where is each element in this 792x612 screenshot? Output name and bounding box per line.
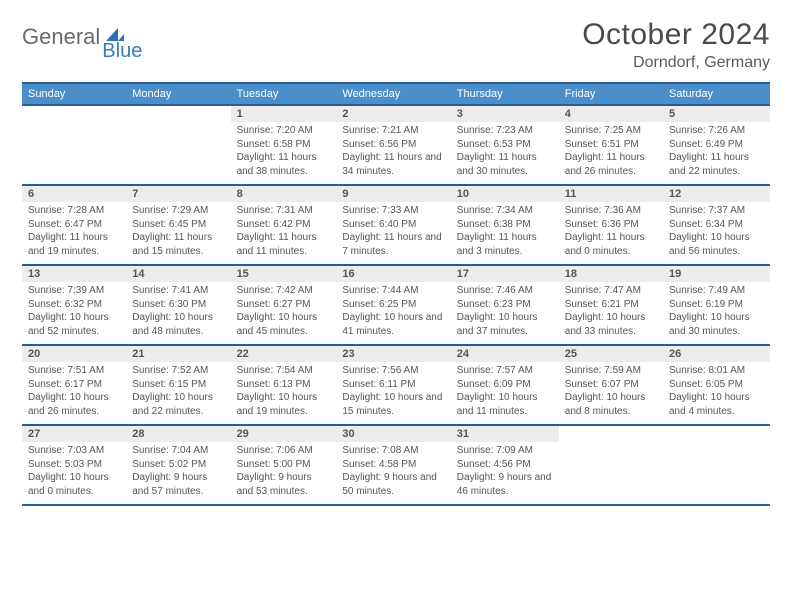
day-data-cell: Sunrise: 7:09 AMSunset: 4:56 PMDaylight:… bbox=[451, 442, 559, 505]
day-data-cell: Sunrise: 7:51 AMSunset: 6:17 PMDaylight:… bbox=[22, 362, 126, 425]
day-data-cell: Sunrise: 7:47 AMSunset: 6:21 PMDaylight:… bbox=[559, 282, 663, 345]
day-number-cell: 7 bbox=[126, 185, 230, 202]
day-header-row: SundayMondayTuesdayWednesdayThursdayFrid… bbox=[22, 83, 770, 105]
day-number-cell: 21 bbox=[126, 345, 230, 362]
day-header: Sunday bbox=[22, 83, 126, 105]
day-data-cell: Sunrise: 7:46 AMSunset: 6:23 PMDaylight:… bbox=[451, 282, 559, 345]
location: Dorndorf, Germany bbox=[582, 54, 770, 72]
day-number-cell: 28 bbox=[126, 425, 230, 442]
day-data-cell: Sunrise: 7:52 AMSunset: 6:15 PMDaylight:… bbox=[126, 362, 230, 425]
day-number-cell: 20 bbox=[22, 345, 126, 362]
day-data-cell: Sunrise: 7:33 AMSunset: 6:40 PMDaylight:… bbox=[336, 202, 450, 265]
day-number-cell: 11 bbox=[559, 185, 663, 202]
week-data-row: Sunrise: 7:28 AMSunset: 6:47 PMDaylight:… bbox=[22, 202, 770, 265]
calendar-table: SundayMondayTuesdayWednesdayThursdayFrid… bbox=[22, 82, 770, 506]
day-number-cell: 19 bbox=[663, 265, 770, 282]
day-data-cell: Sunrise: 7:42 AMSunset: 6:27 PMDaylight:… bbox=[231, 282, 337, 345]
week-number-row: 2728293031 bbox=[22, 425, 770, 442]
day-number-cell: 15 bbox=[231, 265, 337, 282]
day-number-cell: 1 bbox=[231, 105, 337, 122]
day-number-cell: 31 bbox=[451, 425, 559, 442]
day-number-cell bbox=[22, 105, 126, 122]
day-number-cell: 26 bbox=[663, 345, 770, 362]
brand-logo: General Blue bbox=[22, 18, 166, 50]
day-data-cell: Sunrise: 7:25 AMSunset: 6:51 PMDaylight:… bbox=[559, 122, 663, 185]
day-data-cell: Sunrise: 7:56 AMSunset: 6:11 PMDaylight:… bbox=[336, 362, 450, 425]
day-number-cell: 6 bbox=[22, 185, 126, 202]
day-number-cell: 10 bbox=[451, 185, 559, 202]
day-header: Saturday bbox=[663, 83, 770, 105]
day-data-cell bbox=[126, 122, 230, 185]
day-header: Monday bbox=[126, 83, 230, 105]
day-number-cell: 12 bbox=[663, 185, 770, 202]
day-data-cell: Sunrise: 7:41 AMSunset: 6:30 PMDaylight:… bbox=[126, 282, 230, 345]
day-data-cell: Sunrise: 7:21 AMSunset: 6:56 PMDaylight:… bbox=[336, 122, 450, 185]
day-header: Friday bbox=[559, 83, 663, 105]
day-number-cell: 29 bbox=[231, 425, 337, 442]
day-data-cell bbox=[559, 442, 663, 505]
day-data-cell: Sunrise: 7:44 AMSunset: 6:25 PMDaylight:… bbox=[336, 282, 450, 345]
day-number-cell: 3 bbox=[451, 105, 559, 122]
week-number-row: 6789101112 bbox=[22, 185, 770, 202]
day-number-cell: 18 bbox=[559, 265, 663, 282]
day-data-cell bbox=[22, 122, 126, 185]
week-number-row: 12345 bbox=[22, 105, 770, 122]
week-data-row: Sunrise: 7:51 AMSunset: 6:17 PMDaylight:… bbox=[22, 362, 770, 425]
day-number-cell: 25 bbox=[559, 345, 663, 362]
day-header: Tuesday bbox=[231, 83, 337, 105]
day-number-cell: 17 bbox=[451, 265, 559, 282]
day-data-cell: Sunrise: 7:57 AMSunset: 6:09 PMDaylight:… bbox=[451, 362, 559, 425]
day-data-cell: Sunrise: 7:20 AMSunset: 6:58 PMDaylight:… bbox=[231, 122, 337, 185]
day-data-cell: Sunrise: 7:59 AMSunset: 6:07 PMDaylight:… bbox=[559, 362, 663, 425]
day-number-cell: 5 bbox=[663, 105, 770, 122]
day-number-cell bbox=[126, 105, 230, 122]
day-data-cell: Sunrise: 7:36 AMSunset: 6:36 PMDaylight:… bbox=[559, 202, 663, 265]
day-data-cell: Sunrise: 7:49 AMSunset: 6:19 PMDaylight:… bbox=[663, 282, 770, 345]
day-data-cell: Sunrise: 7:31 AMSunset: 6:42 PMDaylight:… bbox=[231, 202, 337, 265]
day-data-cell: Sunrise: 7:54 AMSunset: 6:13 PMDaylight:… bbox=[231, 362, 337, 425]
week-data-row: Sunrise: 7:39 AMSunset: 6:32 PMDaylight:… bbox=[22, 282, 770, 345]
day-number-cell: 27 bbox=[22, 425, 126, 442]
week-number-row: 13141516171819 bbox=[22, 265, 770, 282]
day-number-cell: 23 bbox=[336, 345, 450, 362]
day-data-cell: Sunrise: 7:23 AMSunset: 6:53 PMDaylight:… bbox=[451, 122, 559, 185]
day-data-cell: Sunrise: 7:28 AMSunset: 6:47 PMDaylight:… bbox=[22, 202, 126, 265]
brand-part1: General bbox=[22, 24, 100, 50]
brand-part2: Blue bbox=[102, 40, 142, 63]
day-number-cell: 13 bbox=[22, 265, 126, 282]
day-number-cell: 4 bbox=[559, 105, 663, 122]
day-data-cell: Sunrise: 7:34 AMSunset: 6:38 PMDaylight:… bbox=[451, 202, 559, 265]
day-number-cell bbox=[559, 425, 663, 442]
day-number-cell bbox=[663, 425, 770, 442]
day-data-cell bbox=[663, 442, 770, 505]
week-number-row: 20212223242526 bbox=[22, 345, 770, 362]
day-data-cell: Sunrise: 7:03 AMSunset: 5:03 PMDaylight:… bbox=[22, 442, 126, 505]
day-data-cell: Sunrise: 7:06 AMSunset: 5:00 PMDaylight:… bbox=[231, 442, 337, 505]
day-data-cell: Sunrise: 7:04 AMSunset: 5:02 PMDaylight:… bbox=[126, 442, 230, 505]
day-data-cell: Sunrise: 7:26 AMSunset: 6:49 PMDaylight:… bbox=[663, 122, 770, 185]
week-data-row: Sunrise: 7:03 AMSunset: 5:03 PMDaylight:… bbox=[22, 442, 770, 505]
day-data-cell: Sunrise: 8:01 AMSunset: 6:05 PMDaylight:… bbox=[663, 362, 770, 425]
day-number-cell: 24 bbox=[451, 345, 559, 362]
week-data-row: Sunrise: 7:20 AMSunset: 6:58 PMDaylight:… bbox=[22, 122, 770, 185]
title-block: October 2024 Dorndorf, Germany bbox=[582, 18, 770, 72]
day-number-cell: 14 bbox=[126, 265, 230, 282]
day-header: Wednesday bbox=[336, 83, 450, 105]
day-number-cell: 30 bbox=[336, 425, 450, 442]
day-data-cell: Sunrise: 7:08 AMSunset: 4:58 PMDaylight:… bbox=[336, 442, 450, 505]
month-title: October 2024 bbox=[582, 18, 770, 52]
day-data-cell: Sunrise: 7:29 AMSunset: 6:45 PMDaylight:… bbox=[126, 202, 230, 265]
day-data-cell: Sunrise: 7:39 AMSunset: 6:32 PMDaylight:… bbox=[22, 282, 126, 345]
day-data-cell: Sunrise: 7:37 AMSunset: 6:34 PMDaylight:… bbox=[663, 202, 770, 265]
day-number-cell: 16 bbox=[336, 265, 450, 282]
day-number-cell: 2 bbox=[336, 105, 450, 122]
day-header: Thursday bbox=[451, 83, 559, 105]
header: General Blue October 2024 Dorndorf, Germ… bbox=[22, 18, 770, 72]
day-number-cell: 22 bbox=[231, 345, 337, 362]
day-number-cell: 9 bbox=[336, 185, 450, 202]
day-number-cell: 8 bbox=[231, 185, 337, 202]
